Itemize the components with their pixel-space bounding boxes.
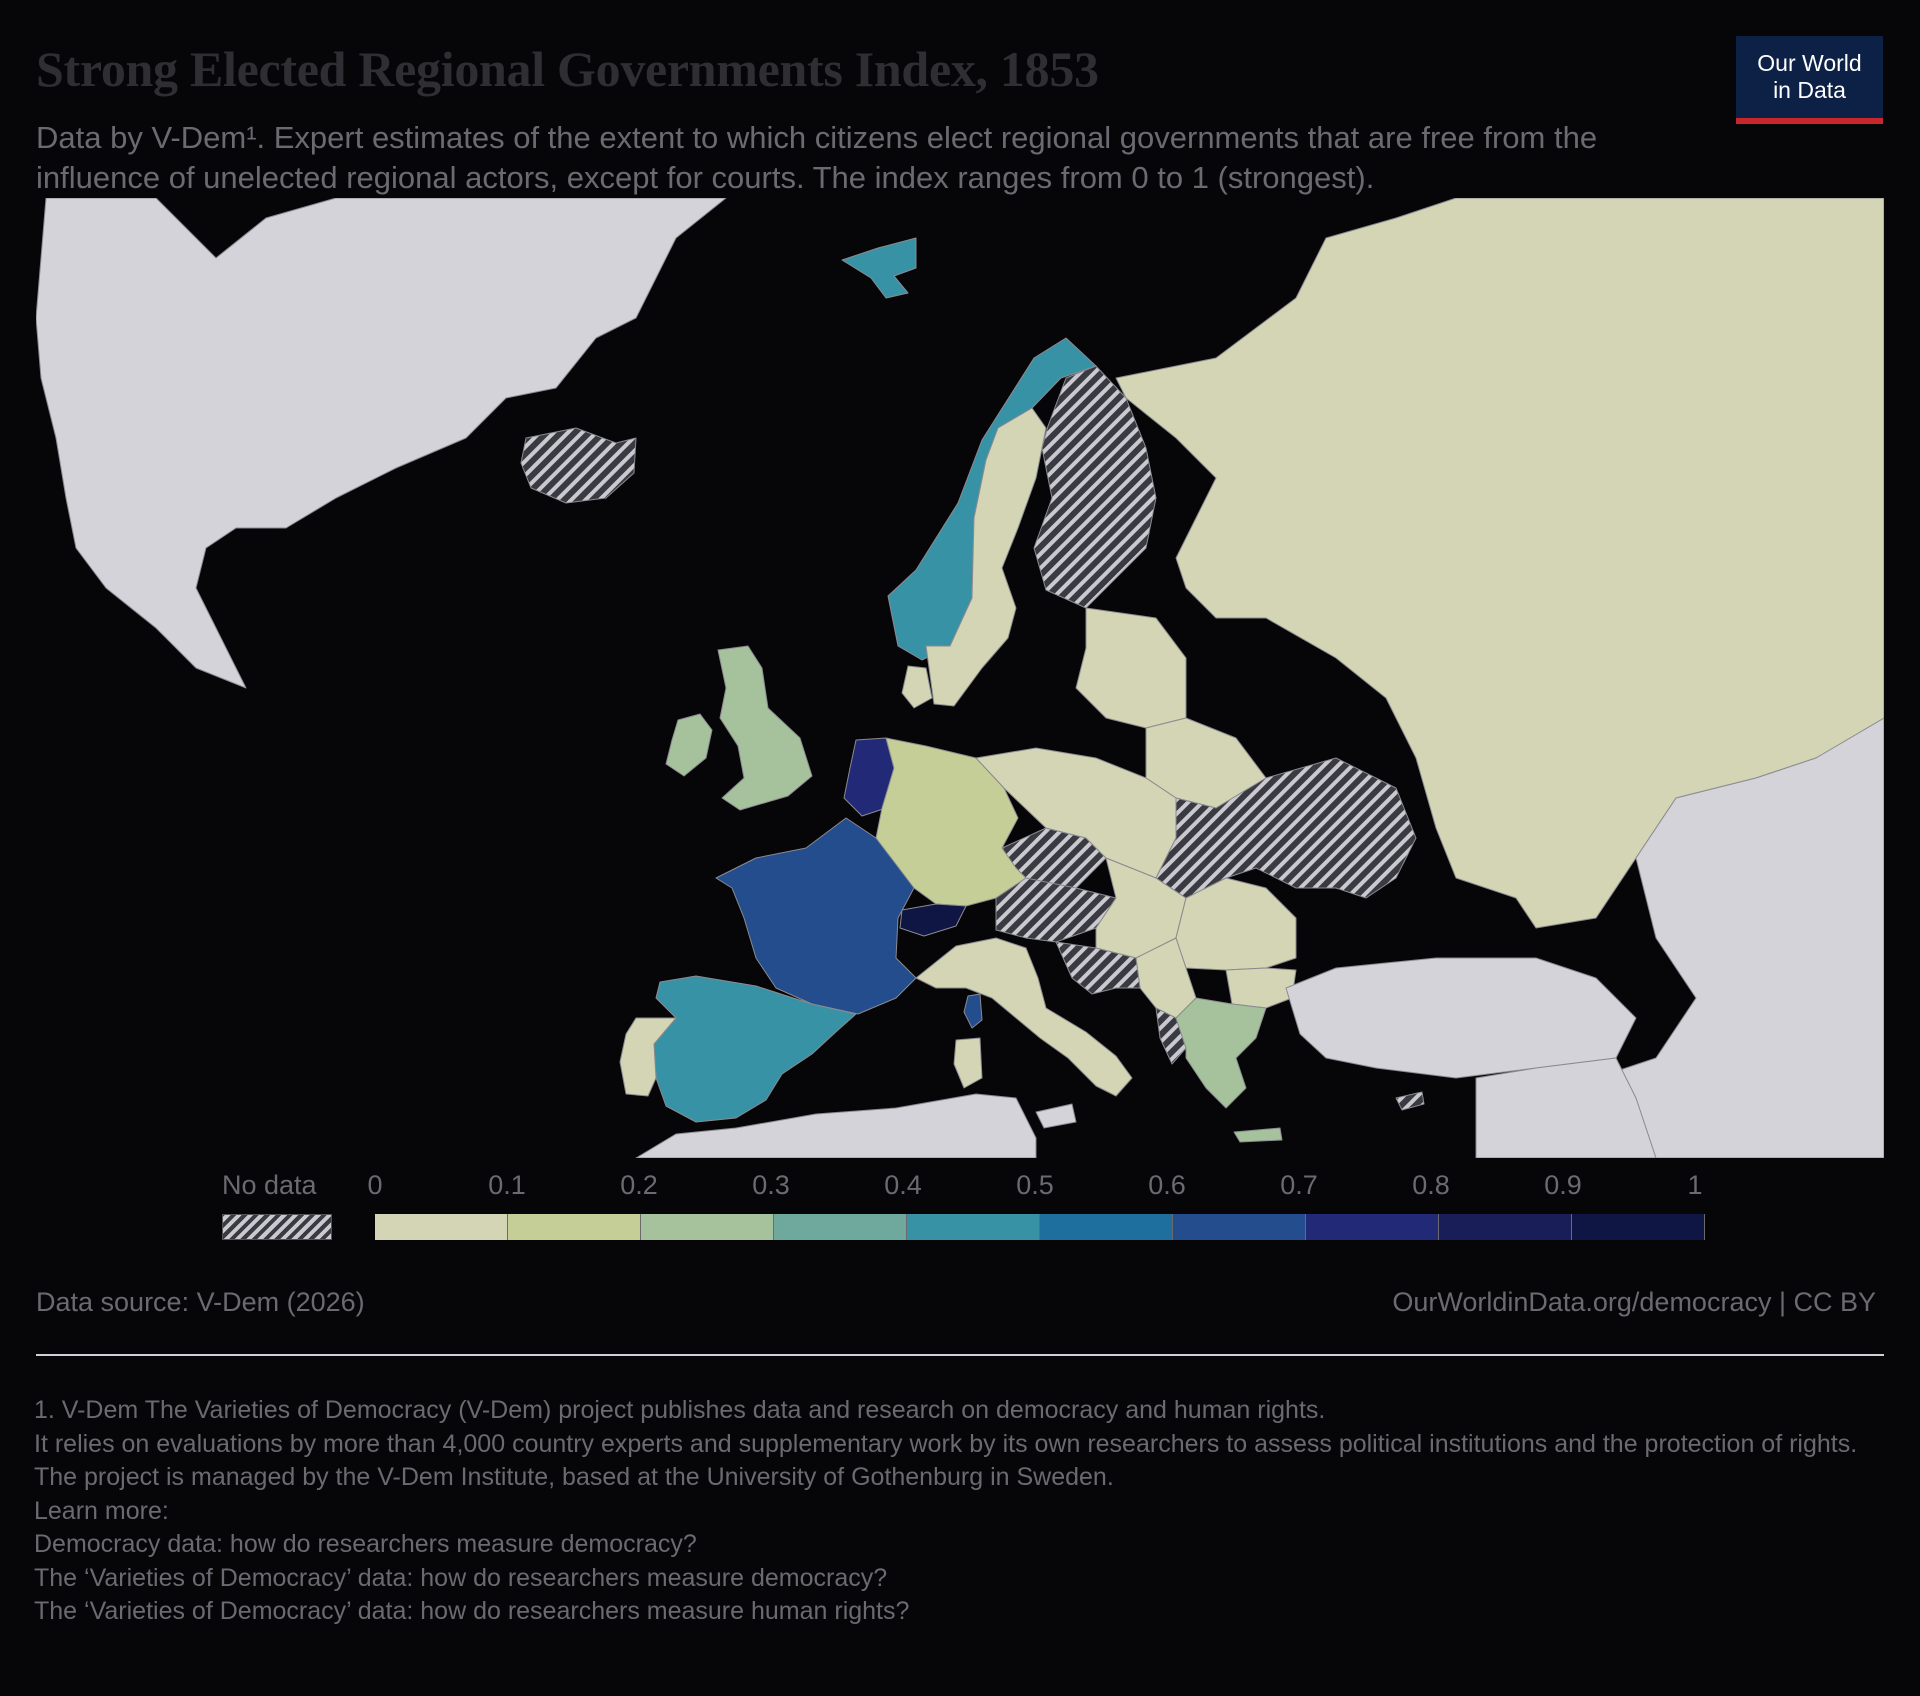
country-finland[interactable] — [1033, 365, 1157, 609]
country-iceland[interactable] — [520, 427, 637, 504]
country-switzerland[interactable] — [899, 903, 967, 937]
legend-tick-label: 0.1 — [488, 1170, 526, 1200]
country-crete[interactable] — [1233, 1127, 1283, 1143]
country-ireland[interactable] — [665, 713, 713, 777]
legend-bin-5[interactable] — [1040, 1214, 1173, 1240]
footer-divider — [36, 1354, 1884, 1356]
legend-bin-4[interactable] — [907, 1214, 1040, 1240]
footnote-line: The project is managed by the V-Dem Inst… — [34, 1463, 1114, 1491]
legend-tick-label: 0.7 — [1280, 1170, 1318, 1200]
country-sicily[interactable] — [1035, 1103, 1077, 1129]
color-legend: No data 0 0.1 0.2 0.3 0.4 0.5 0.6 0.7 0.8 0.9 1 — [0, 1164, 1920, 1244]
country-sweden[interactable] — [925, 407, 1047, 707]
legend-ticks: 0 0.1 0.2 0.3 0.4 0.5 0.6 0.7 0.8 0.9 1 — [367, 1170, 1702, 1204]
legend-bin-6[interactable] — [1173, 1214, 1306, 1240]
country-sardinia[interactable] — [953, 1037, 983, 1089]
legend-tick-label: 1 — [1687, 1170, 1703, 1200]
owid-logo[interactable]: Our World in Data — [1736, 36, 1883, 124]
map-panel — [36, 198, 1884, 1158]
legend-bin-7[interactable] — [1306, 1214, 1439, 1240]
country-turkey[interactable] — [1285, 957, 1637, 1079]
legend-bin-3[interactable] — [774, 1214, 907, 1240]
data-source[interactable]: Data source: V-Dem (2026) — [36, 1287, 365, 1317]
legend-no-data-label: No data — [222, 1170, 317, 1200]
europe-map — [36, 198, 1884, 1158]
legend-tick-label: 0.3 — [752, 1170, 790, 1200]
legend-bin-1[interactable] — [508, 1214, 641, 1240]
footnote-line: Learn more: — [34, 1496, 169, 1525]
source-url[interactable]: OurWorldinData.org/democracy | CC BY — [1392, 1287, 1876, 1317]
country-croatia[interactable] — [1055, 941, 1141, 995]
country-svalbard[interactable] — [841, 237, 917, 299]
country-cyprus[interactable] — [1395, 1091, 1425, 1111]
country-albania[interactable] — [1155, 1007, 1187, 1065]
legend-tick-label: 0.2 — [620, 1170, 658, 1200]
footnote-link[interactable]: The ‘Varieties of Democracy’ data: how d… — [34, 1597, 910, 1625]
logo-line-1: Our World — [1757, 50, 1862, 76]
country-france[interactable] — [715, 817, 917, 1015]
legend-tick-label: 0.4 — [884, 1170, 922, 1200]
footnote-link[interactable]: Democracy data: how do researchers measu… — [34, 1530, 697, 1558]
footnote-line: It relies on evaluations by more than 4,… — [34, 1429, 1858, 1458]
country-italy[interactable] — [915, 937, 1133, 1097]
legend-bin-2[interactable] — [641, 1214, 774, 1240]
country-greenland[interactable] — [36, 198, 727, 689]
country-greece[interactable] — [1175, 997, 1267, 1109]
chart-subtitle: Data by V-Dem¹. Expert estimates of the … — [36, 120, 1598, 195]
country-corsica[interactable] — [963, 993, 983, 1029]
country-portugal[interactable] — [619, 1017, 677, 1097]
country-middle-east[interactable] — [1475, 1057, 1657, 1158]
logo-line-2: in Data — [1773, 77, 1846, 103]
country-north-africa[interactable] — [635, 1093, 1037, 1158]
footnote-line: 1. V-Dem The Varieties of Democracy (V-D… — [34, 1396, 1326, 1424]
country-ukraine[interactable] — [1155, 757, 1417, 899]
legend-tick-label: 0 — [367, 1170, 383, 1200]
country-denmark[interactable] — [901, 665, 933, 709]
footnote-link[interactable]: The ‘Varieties of Democracy’ data: how d… — [34, 1563, 888, 1592]
legend-bin-0[interactable] — [375, 1214, 508, 1240]
legend-color-bar — [375, 1214, 1705, 1240]
legend-tick-label: 0.6 — [1148, 1170, 1186, 1200]
legend-tick-label: 0.5 — [1016, 1170, 1054, 1200]
country-united-kingdom[interactable] — [717, 645, 813, 811]
legend-tick-label: 0.9 — [1544, 1170, 1582, 1200]
footnotes: 1. V-Dem The Varieties of Democracy (V-D… — [34, 1394, 1894, 1629]
chart-title: Strong Elected Regional Governments Inde… — [36, 41, 1099, 97]
legend-no-data-swatch[interactable] — [222, 1214, 332, 1240]
legend-bin-8[interactable] — [1439, 1214, 1572, 1240]
legend-tick-label: 0.8 — [1412, 1170, 1450, 1200]
country-russia[interactable] — [1115, 198, 1884, 929]
legend-bin-9[interactable] — [1572, 1214, 1705, 1240]
